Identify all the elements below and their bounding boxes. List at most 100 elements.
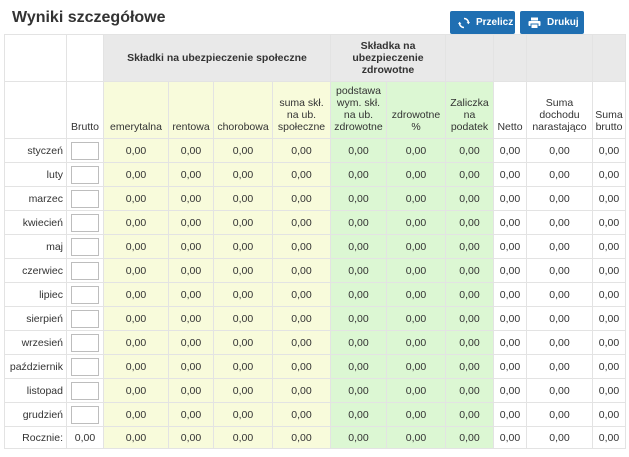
brutto-input[interactable] bbox=[71, 309, 99, 328]
zaliczka-value: 0,00 bbox=[445, 282, 494, 307]
brutto-input[interactable] bbox=[71, 141, 99, 160]
table-row: styczeń 0,00 0,00 0,00 0,00 0,00 0,00 0,00 0,00 0… bbox=[4, 138, 626, 163]
table-row: sierpień 0,00 0,00 0,00 0,00 0,00 0,00 0,00 0,00… bbox=[4, 306, 626, 331]
brutto-cell bbox=[66, 378, 104, 403]
suma-brutto-value: 0,00 bbox=[592, 162, 626, 187]
zdrowotne-value: 0,00 bbox=[386, 282, 446, 307]
brutto-input[interactable] bbox=[71, 237, 99, 256]
col-header-netto: Netto bbox=[493, 81, 527, 139]
brutto-input[interactable] bbox=[71, 357, 99, 376]
recalculate-label: Przelicz bbox=[476, 17, 514, 28]
chorobowa-value: 0,00 bbox=[213, 138, 273, 163]
col-header-suma-brutto: Suma brutto bbox=[592, 81, 626, 139]
suma-dochodu-value: 0,00 bbox=[526, 378, 593, 403]
brutto-input[interactable] bbox=[71, 405, 99, 424]
totals-label: Rocznie: bbox=[4, 426, 67, 449]
print-button[interactable]: Drukuj bbox=[520, 11, 584, 34]
recalculate-button[interactable]: Przelicz bbox=[450, 11, 515, 34]
brutto-input[interactable] bbox=[71, 189, 99, 208]
podstawa-value: 0,00 bbox=[330, 258, 387, 283]
brutto-input[interactable] bbox=[71, 333, 99, 352]
suma-brutto-value: 0,00 bbox=[592, 402, 626, 427]
rentowa-value: 0,00 bbox=[168, 258, 214, 283]
table-row: maj 0,00 0,00 0,00 0,00 0,00 0,00 0,00 0,00 0,00 0… bbox=[4, 234, 626, 259]
brutto-cell bbox=[66, 162, 104, 187]
chorobowa-value: 0,00 bbox=[213, 402, 273, 427]
table-row: październik 0,00 0,00 0,00 0,00 0,00 0,00 0,00 0… bbox=[4, 354, 626, 379]
netto-value: 0,00 bbox=[493, 306, 527, 331]
suma-dochodu-value: 0,00 bbox=[526, 330, 593, 355]
suma-brutto-value: 0,00 bbox=[592, 354, 626, 379]
col-header-chorobowa: chorobowa bbox=[213, 81, 273, 139]
podstawa-value: 0,00 bbox=[330, 330, 387, 355]
chorobowa-value: 0,00 bbox=[213, 162, 273, 187]
suma-spol-value: 0,00 bbox=[272, 330, 331, 355]
rentowa-value: 0,00 bbox=[168, 234, 214, 259]
suma-dochodu-value: 0,00 bbox=[526, 162, 593, 187]
netto-value: 0,00 bbox=[493, 258, 527, 283]
zdrowotne-value: 0,00 bbox=[386, 402, 446, 427]
netto-value: 0,00 bbox=[493, 234, 527, 259]
suma-spol-value: 0,00 bbox=[272, 402, 331, 427]
col-header-emerytalna: emerytalna bbox=[103, 81, 169, 139]
zdrowotne-total: 0,00 bbox=[386, 426, 446, 449]
emerytalna-value: 0,00 bbox=[103, 258, 169, 283]
printer-icon bbox=[528, 17, 541, 29]
zaliczka-value: 0,00 bbox=[445, 354, 494, 379]
zaliczka-value: 0,00 bbox=[445, 162, 494, 187]
suma-dochodu-value: 0,00 bbox=[526, 282, 593, 307]
zdrowotne-value: 0,00 bbox=[386, 234, 446, 259]
brutto-input[interactable] bbox=[71, 213, 99, 232]
results-header: Wyniki szczegółowe Przelicz Drukuj bbox=[0, 0, 629, 34]
suma-dochodu-value: 0,00 bbox=[526, 234, 593, 259]
emerytalna-value: 0,00 bbox=[103, 354, 169, 379]
col-header-suma-dochodu: Suma dochodu narastająco bbox=[526, 81, 593, 139]
month-label: kwiecień bbox=[4, 210, 67, 235]
suma-spol-value: 0,00 bbox=[272, 210, 331, 235]
netto-value: 0,00 bbox=[493, 186, 527, 211]
chorobowa-value: 0,00 bbox=[213, 210, 273, 235]
suma-brutto-value: 0,00 bbox=[592, 282, 626, 307]
zaliczka-value: 0,00 bbox=[445, 306, 494, 331]
chorobowa-total: 0,00 bbox=[213, 426, 273, 449]
emerytalna-value: 0,00 bbox=[103, 210, 169, 235]
month-label: maj bbox=[4, 234, 67, 259]
podstawa-value: 0,00 bbox=[330, 306, 387, 331]
emerytalna-value: 0,00 bbox=[103, 378, 169, 403]
podstawa-value: 0,00 bbox=[330, 354, 387, 379]
suma-spol-value: 0,00 bbox=[272, 354, 331, 379]
netto-value: 0,00 bbox=[493, 210, 527, 235]
rentowa-value: 0,00 bbox=[168, 162, 214, 187]
month-label: październik bbox=[4, 354, 67, 379]
zaliczka-value: 0,00 bbox=[445, 210, 494, 235]
zaliczka-total: 0,00 bbox=[445, 426, 494, 449]
totals-row: Rocznie: 0,00 0,00 0,00 0,00 0,00 0,00 0,00 0,00… bbox=[4, 426, 626, 449]
table-row: luty 0,00 0,00 0,00 0,00 0,00 0,00 0,00 0,00 0,00… bbox=[4, 162, 626, 187]
table-row: listopad 0,00 0,00 0,00 0,00 0,00 0,00 0,00 0,00… bbox=[4, 378, 626, 403]
rentowa-value: 0,00 bbox=[168, 330, 214, 355]
brutto-input[interactable] bbox=[71, 165, 99, 184]
month-label: styczeń bbox=[4, 138, 67, 163]
netto-value: 0,00 bbox=[493, 354, 527, 379]
brutto-cell bbox=[66, 234, 104, 259]
netto-value: 0,00 bbox=[493, 138, 527, 163]
suma-spol-value: 0,00 bbox=[272, 234, 331, 259]
chorobowa-value: 0,00 bbox=[213, 186, 273, 211]
zdrowotne-value: 0,00 bbox=[386, 306, 446, 331]
brutto-input[interactable] bbox=[71, 285, 99, 304]
table-row: lipiec 0,00 0,00 0,00 0,00 0,00 0,00 0,00 0,00 0,… bbox=[4, 282, 626, 307]
suma-brutto-value: 0,00 bbox=[592, 210, 626, 235]
suma-spol-total: 0,00 bbox=[272, 426, 331, 449]
zdrowotne-value: 0,00 bbox=[386, 162, 446, 187]
brutto-input[interactable] bbox=[71, 261, 99, 280]
emerytalna-value: 0,00 bbox=[103, 306, 169, 331]
col-header-suma-spol: suma skł. na ub. społeczne bbox=[272, 81, 331, 139]
zdrowotne-value: 0,00 bbox=[386, 354, 446, 379]
netto-total: 0,00 bbox=[493, 426, 527, 449]
podstawa-value: 0,00 bbox=[330, 138, 387, 163]
brutto-input[interactable] bbox=[71, 381, 99, 400]
podstawa-value: 0,00 bbox=[330, 210, 387, 235]
brutto-cell bbox=[66, 186, 104, 211]
suma-brutto-total: 0,00 bbox=[592, 426, 626, 449]
month-label: lipiec bbox=[4, 282, 67, 307]
